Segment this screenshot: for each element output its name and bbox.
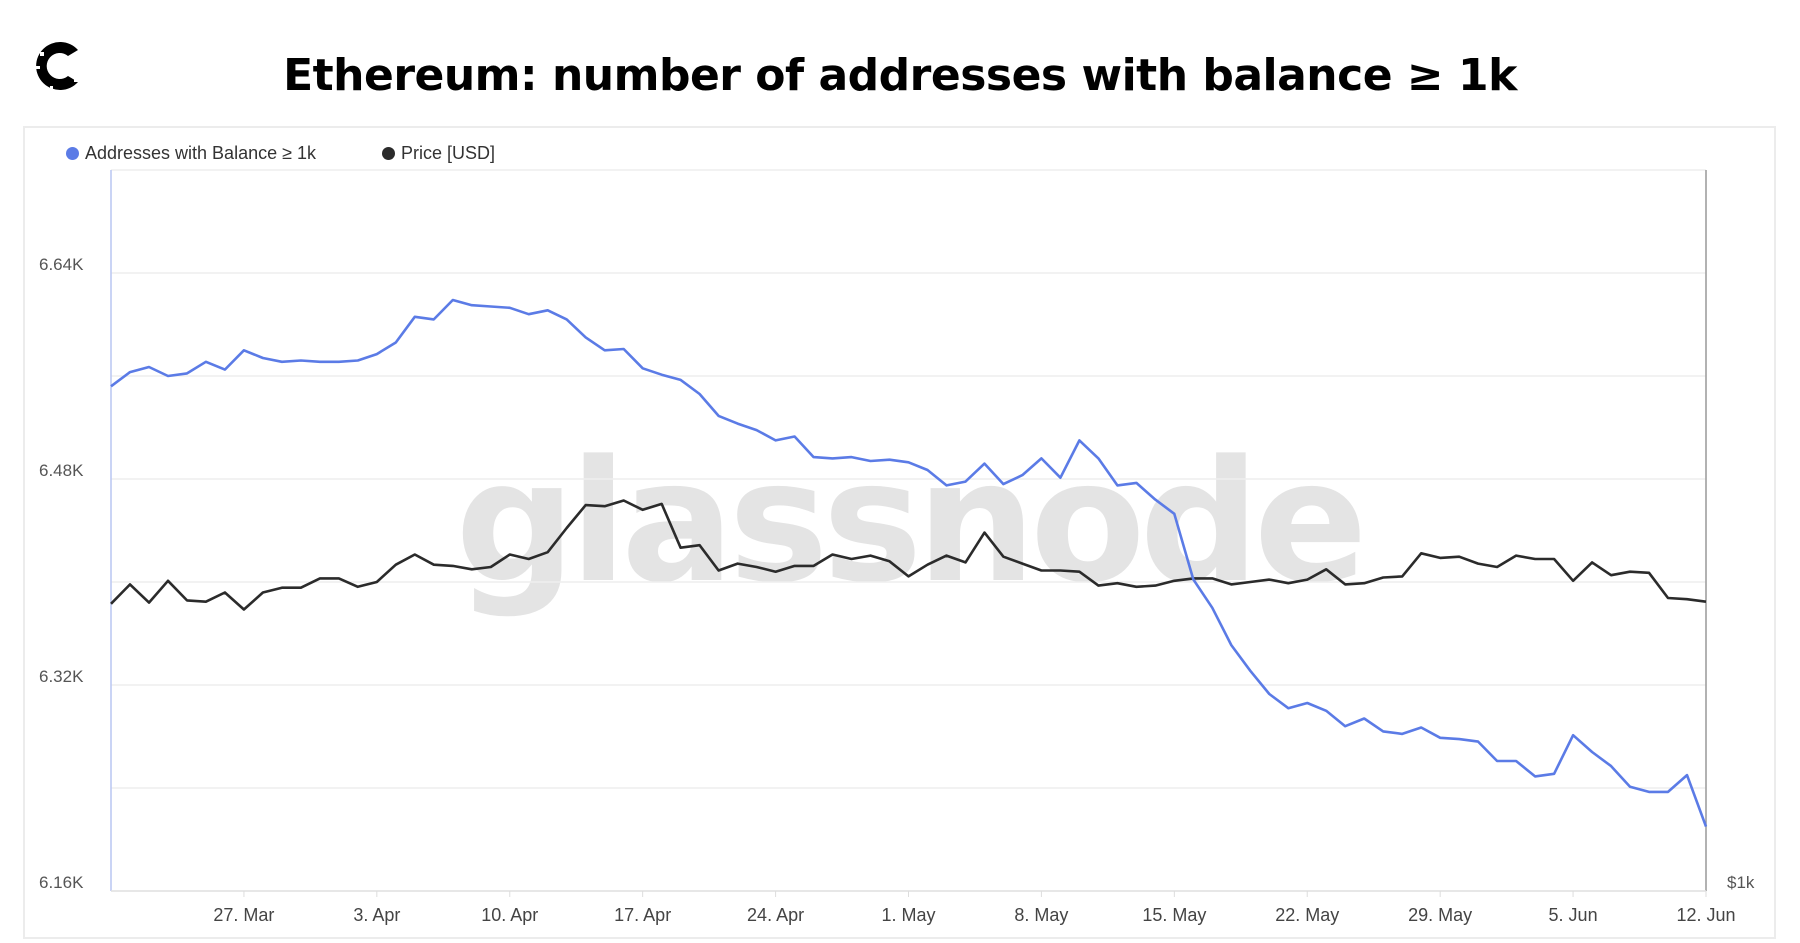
- addresses-series-line: [110, 298, 1708, 828]
- legend-label: Price [USD]: [401, 143, 496, 163]
- watermark: glassnode: [455, 424, 1361, 620]
- chart-frame: [23, 126, 1776, 939]
- y-tick-label: 6.48K: [39, 461, 84, 480]
- legend-dot-icon: [66, 147, 79, 160]
- x-tick-label: 1. May: [881, 905, 935, 925]
- brand-logo-icon: [36, 42, 78, 90]
- x-tick-label: 3. Apr: [353, 905, 400, 925]
- y-tick-label: 6.16K: [39, 873, 84, 892]
- price-series-line: [110, 499, 1707, 611]
- page-title: Ethereum: number of addresses with balan…: [283, 50, 1517, 101]
- x-tick-label: 10. Apr: [481, 905, 538, 925]
- legend-item-price[interactable]: Price [USD]: [382, 143, 495, 164]
- legend-label: Addresses with Balance ≥ 1k: [85, 143, 316, 163]
- x-tick-label: 27. Mar: [213, 905, 274, 925]
- x-tick-label: 17. Apr: [614, 905, 671, 925]
- x-tick-label: 24. Apr: [747, 905, 804, 925]
- y-tick-label: 6.32K: [39, 667, 84, 686]
- x-tick-label: 22. May: [1275, 905, 1339, 925]
- x-tick-label: 5. Jun: [1549, 905, 1598, 925]
- x-tick-label: 8. May: [1014, 905, 1068, 925]
- x-tick-label: 15. May: [1142, 905, 1206, 925]
- x-tick-label: 12. Jun: [1676, 905, 1735, 925]
- y-right-tick-label: $1k: [1727, 873, 1755, 892]
- legend-item-addresses[interactable]: Addresses with Balance ≥ 1k: [66, 143, 316, 164]
- legend-dot-icon: [382, 147, 395, 160]
- y-tick-label: 6.64K: [39, 255, 84, 274]
- x-tick-label: 29. May: [1408, 905, 1472, 925]
